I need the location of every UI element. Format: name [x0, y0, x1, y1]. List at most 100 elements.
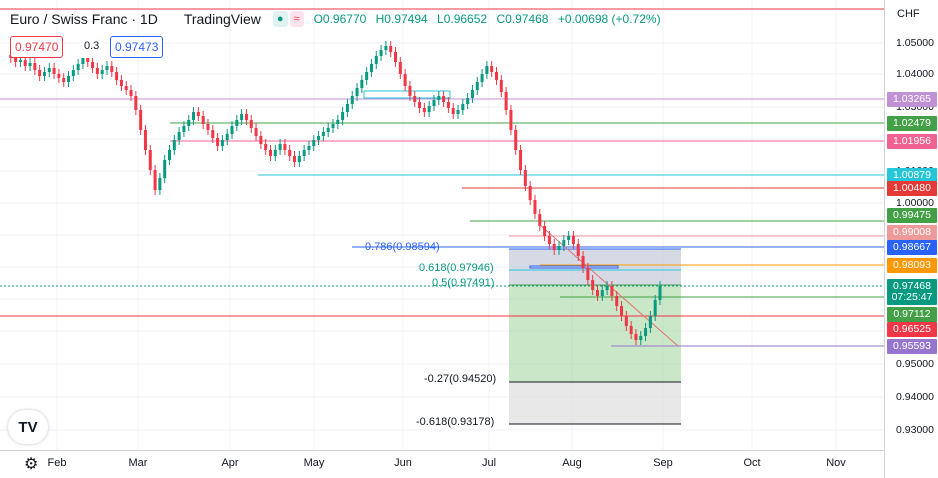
candle-body — [38, 70, 42, 76]
month-label: Apr — [221, 457, 239, 469]
candle-body — [576, 244, 580, 256]
candle-body — [495, 72, 498, 80]
candle-body — [259, 136, 263, 144]
candle-body — [653, 300, 657, 316]
price-tick-label: 1.04000 — [896, 68, 934, 80]
candle-body — [360, 80, 364, 88]
price-tick-label: 0.95000 — [896, 358, 934, 370]
price-axis[interactable]: CHF 1.050001.040001.030001.020001.010001… — [884, 0, 938, 478]
candle-body — [143, 130, 147, 150]
candle-body — [168, 150, 171, 160]
candle-body — [148, 150, 152, 170]
month-label: Mar — [128, 457, 148, 469]
candle-body — [403, 74, 407, 86]
candle-body — [187, 120, 191, 126]
sell-button[interactable]: 0.97470 — [10, 36, 64, 58]
price-tick-label: 0.93000 — [896, 424, 934, 436]
candle-body — [639, 336, 643, 340]
indicator-badges[interactable]: ● ≈ — [272, 11, 304, 27]
candle-body — [254, 128, 258, 136]
settings-gear-icon[interactable]: ⚙ — [24, 456, 39, 473]
level-tag: 1.01956 — [887, 134, 937, 149]
candle-body — [297, 156, 301, 162]
candle-body — [129, 90, 133, 96]
ohlc-readout: O0.96770 H0.97494 L0.96652 C0.97468 +0.0… — [314, 12, 661, 26]
candle-body — [211, 130, 215, 138]
candle-body — [499, 80, 503, 92]
candle-body — [115, 72, 119, 80]
candle-body — [379, 50, 383, 56]
spread-label: 0.3 — [80, 36, 104, 58]
month-label: Aug — [562, 457, 582, 469]
candle-body — [91, 62, 95, 68]
candle-body — [307, 146, 311, 150]
candle-body — [658, 286, 662, 300]
dot-icon[interactable]: ● — [272, 11, 288, 27]
candle-body — [451, 108, 455, 114]
candle-body — [57, 74, 61, 78]
candle-body — [206, 124, 210, 130]
level-tag: 07:25:47 — [887, 290, 937, 305]
candle-body — [139, 110, 143, 130]
candle-body — [331, 124, 335, 128]
candle-body — [293, 156, 297, 162]
fib-zone-lower — [509, 285, 681, 382]
candle-body — [571, 236, 575, 244]
symbol-title[interactable]: Euro / Swiss Franc · 1D — [10, 11, 158, 27]
candle-body — [629, 326, 633, 334]
candle-body — [398, 62, 402, 74]
month-label: May — [303, 457, 325, 469]
candle-body — [240, 114, 244, 120]
buy-button[interactable]: 0.97473 — [110, 36, 164, 58]
ohlc-high: H0.97494 — [375, 12, 428, 26]
price-tick-label: 0.94000 — [896, 391, 934, 403]
candle-body — [456, 110, 460, 114]
candle-body — [153, 170, 157, 190]
candle-body — [374, 56, 378, 64]
candle-body — [519, 150, 523, 170]
candle-body — [28, 63, 32, 66]
level-tag: 0.96525 — [887, 322, 937, 337]
candle-body — [321, 132, 325, 136]
candle-body — [523, 170, 527, 186]
candle-body — [408, 86, 412, 96]
time-axis[interactable]: Feb Mar Apr May Jun Jul Aug Sep Oct Nov — [0, 450, 884, 478]
candle-body — [384, 46, 388, 50]
candle-body — [543, 226, 547, 236]
candle-body — [355, 88, 359, 96]
candle-body — [610, 286, 614, 296]
candle-body — [42, 72, 46, 76]
candle-body — [567, 236, 571, 240]
wave-icon[interactable]: ≈ — [289, 11, 304, 27]
month-label: Feb — [47, 457, 67, 469]
tradingview-logo[interactable]: TV — [8, 410, 48, 444]
price-chart[interactable] — [0, 0, 884, 450]
candle-body — [288, 150, 292, 156]
candle-body — [95, 68, 99, 74]
candle-body — [33, 63, 37, 70]
candle-body — [533, 200, 537, 214]
candle-body — [18, 60, 22, 62]
candle-body — [124, 86, 128, 90]
chart-area[interactable]: Euro / Swiss Franc · 1D TradingView ● ≈ … — [0, 0, 884, 450]
candle-body — [485, 66, 489, 74]
candle-body — [586, 268, 590, 280]
candle-body — [427, 106, 431, 112]
candle-body — [648, 316, 652, 328]
candle-body — [134, 96, 138, 110]
currency-label[interactable]: CHF — [897, 8, 920, 20]
month-label: Sep — [653, 457, 673, 469]
candle-body — [100, 70, 104, 74]
candle-body — [67, 76, 71, 82]
candle-body — [557, 246, 561, 250]
candle-body — [225, 134, 229, 140]
candle-body — [562, 240, 566, 246]
candle-body — [264, 144, 268, 150]
fib-level-label: 0.618(0.97946) — [419, 262, 494, 274]
candle-body — [177, 132, 181, 140]
candle-body — [249, 120, 253, 128]
candle-body — [461, 104, 465, 110]
candle-body — [605, 286, 609, 290]
candle-body — [442, 96, 446, 102]
candle-body — [244, 114, 248, 120]
